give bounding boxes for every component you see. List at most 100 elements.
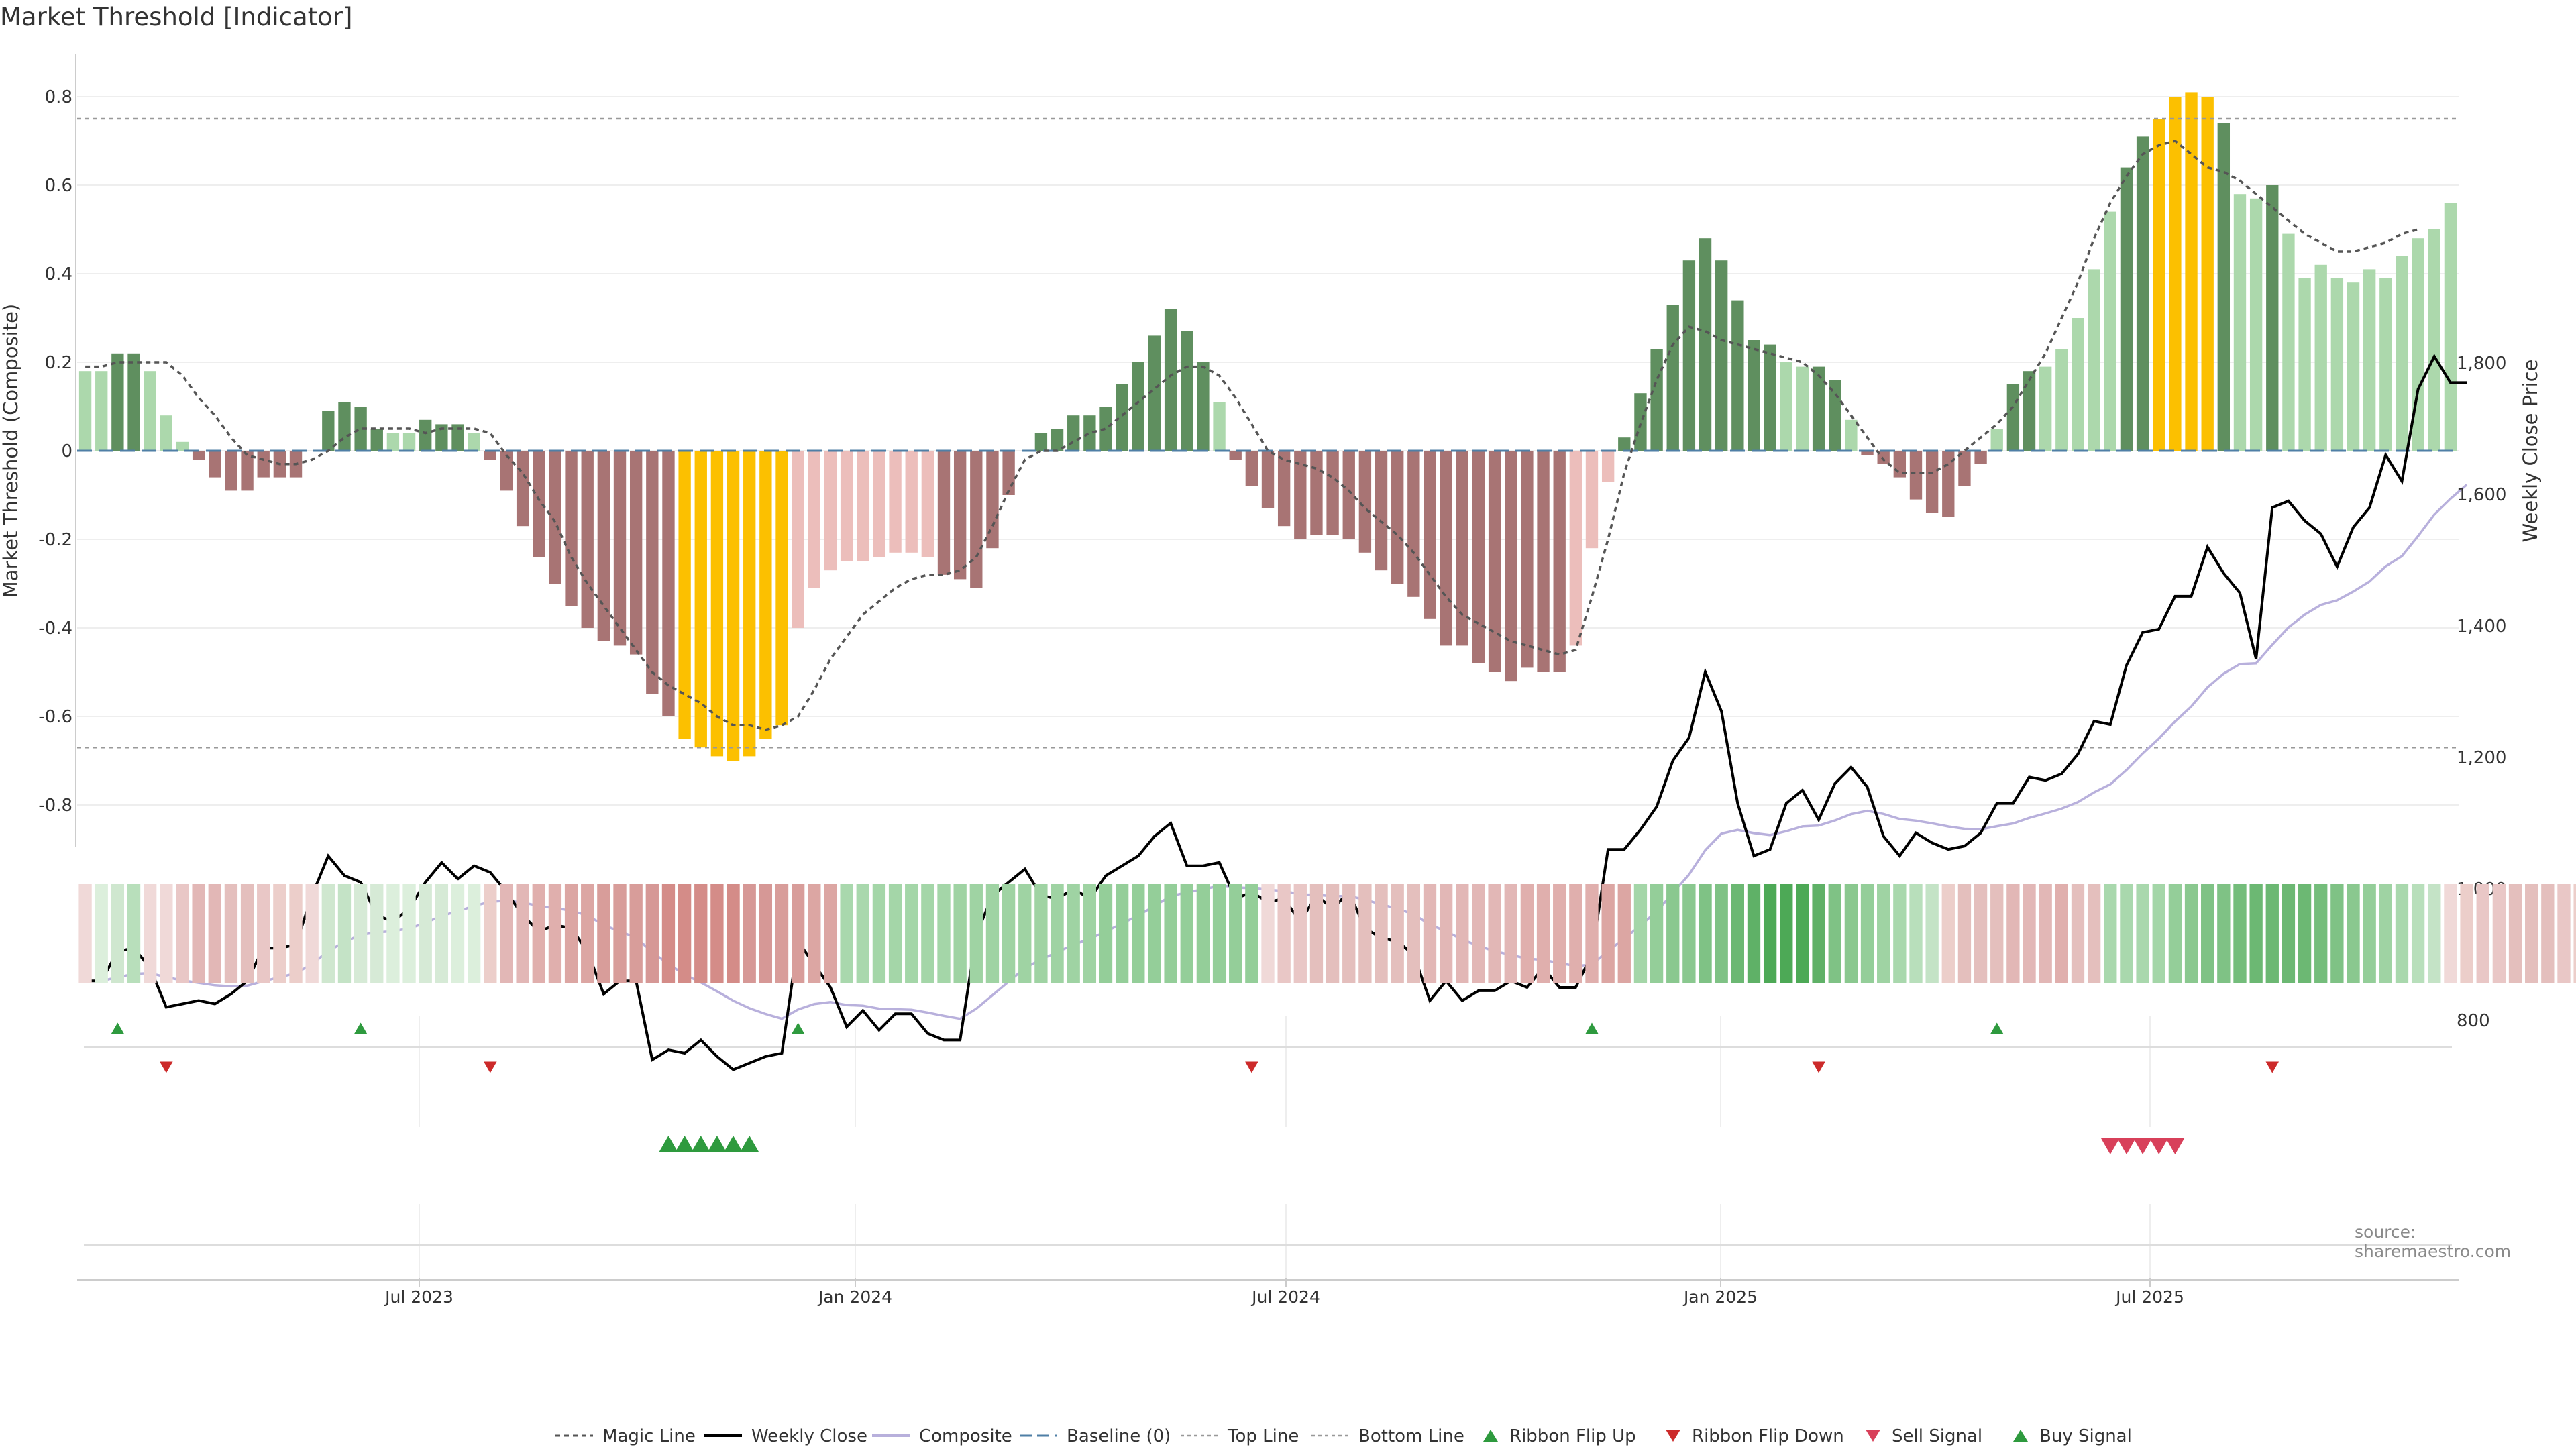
ribbon-cell (1099, 884, 1113, 983)
ribbon-cell (1990, 884, 2004, 983)
composite-bar (1342, 451, 1355, 539)
composite-bar (759, 451, 772, 739)
composite-bar (2039, 366, 2052, 451)
ribbon-cell (2023, 884, 2036, 983)
composite-bar (1051, 429, 1064, 451)
composite-bar (127, 353, 140, 451)
legend-label: Buy Signal (2039, 1426, 2132, 1446)
ribbon-cell (1699, 884, 1712, 983)
composite-bar (1764, 344, 1776, 451)
composite-bar (597, 451, 610, 641)
legend-label: Weekly Close (751, 1426, 867, 1446)
x-tick-label: Jul 2025 (2114, 1287, 2184, 1307)
composite-bar (419, 419, 432, 451)
composite-bar (160, 415, 172, 451)
ribbon-cell (921, 884, 934, 983)
ribbon-cell (905, 884, 918, 983)
ribbon-cell (1083, 884, 1097, 983)
ribbon-cell (1812, 884, 1825, 983)
ribbon-cell (1407, 884, 1421, 983)
ribbon-cell (2152, 884, 2165, 983)
ribbon-cell (2395, 884, 2409, 983)
ribbon-cell (257, 884, 270, 983)
ribbon-cell (2525, 884, 2538, 983)
ribbon-cell (937, 884, 951, 983)
composite-bar (889, 451, 902, 553)
composite-bar (678, 451, 691, 739)
composite-bar (468, 433, 480, 451)
ribbon-cell (824, 884, 837, 983)
ribbon-cell (694, 884, 708, 983)
composite-bar (1715, 260, 1728, 451)
y-left-tick-label: -0.6 (38, 707, 72, 727)
buy-signal-marker (724, 1136, 743, 1152)
composite-bar (402, 433, 416, 451)
composite-bar (1958, 451, 1971, 486)
ribbon-cell (2476, 884, 2489, 983)
composite-bars (78, 92, 2457, 761)
ribbon-cell (2444, 884, 2457, 983)
composite-bar (2233, 194, 2247, 451)
ribbon-cell (2039, 884, 2052, 983)
composite-bar (176, 441, 189, 451)
ribbon-cell (1488, 884, 1501, 983)
ribbon-cell (468, 884, 481, 983)
composite-bar (1861, 451, 1874, 455)
ribbon-cell (1164, 884, 1177, 983)
composite-bar (370, 429, 383, 451)
ribbon-cell (2217, 884, 2231, 983)
composite-bar (857, 451, 869, 561)
ribbon-cell (2460, 884, 2473, 983)
y-left-tick-label: 0.2 (45, 353, 72, 373)
ribbon-cell (1715, 884, 1728, 983)
ribbon-cell (1633, 884, 1648, 983)
weekly-close-line (85, 354, 2467, 1071)
composite-bar (1601, 451, 1615, 482)
composite-bar (2266, 185, 2279, 451)
composite-bar (1845, 419, 1858, 451)
y-left-tick-label: -0.8 (38, 796, 72, 816)
composite-bar (1877, 451, 1890, 464)
composite-bar (1099, 407, 1112, 451)
legend-label: Ribbon Flip Up (1509, 1426, 1636, 1446)
ribbon-cell (1828, 884, 1841, 983)
ribbon-cell (678, 884, 692, 983)
composite-bar (1796, 366, 1809, 451)
ribbon-cell (402, 884, 416, 983)
composite-line (85, 484, 2468, 1020)
composite-bar (451, 424, 464, 451)
composite-bar (2023, 371, 2036, 451)
y-left-tick-label: -0.2 (38, 530, 72, 550)
ribbon-cell (1148, 884, 1161, 983)
composite-bar (1310, 451, 1323, 535)
composite-bar (1553, 451, 1566, 672)
ribbon-cell (2508, 884, 2522, 983)
sell-signal-marker (2149, 1138, 2169, 1154)
composite-bar (1488, 451, 1501, 672)
ribbon-cell (208, 884, 221, 983)
ribbon-cell (1358, 884, 1372, 983)
composite-bar (1812, 366, 1825, 451)
composite-bar (873, 451, 885, 557)
ribbon-cell (985, 884, 1000, 983)
composite-bar (1245, 451, 1258, 486)
composite-bar (646, 451, 659, 694)
composite-bar (516, 451, 529, 527)
legend-swatch (1483, 1430, 1498, 1442)
ribbon-cell (840, 884, 853, 983)
ribbon-cell (2557, 884, 2571, 983)
composite-bar (1699, 238, 1712, 451)
ribbon-cell (2573, 884, 2576, 983)
ribbon-cell (484, 884, 497, 983)
composite-bar (2136, 136, 2149, 451)
y-left-tick-label: 0.8 (45, 87, 72, 107)
composite-bar (2185, 92, 2198, 451)
composite-bar (2396, 256, 2408, 451)
composite-bar (1925, 451, 1939, 513)
composite-bar (1585, 451, 1599, 549)
composite-bar (613, 451, 627, 646)
ribbon-flip-down-marker (2265, 1061, 2279, 1073)
ribbon-cell (273, 884, 286, 983)
composite-bar (1829, 380, 1841, 451)
ribbon-cell (1553, 884, 1566, 983)
